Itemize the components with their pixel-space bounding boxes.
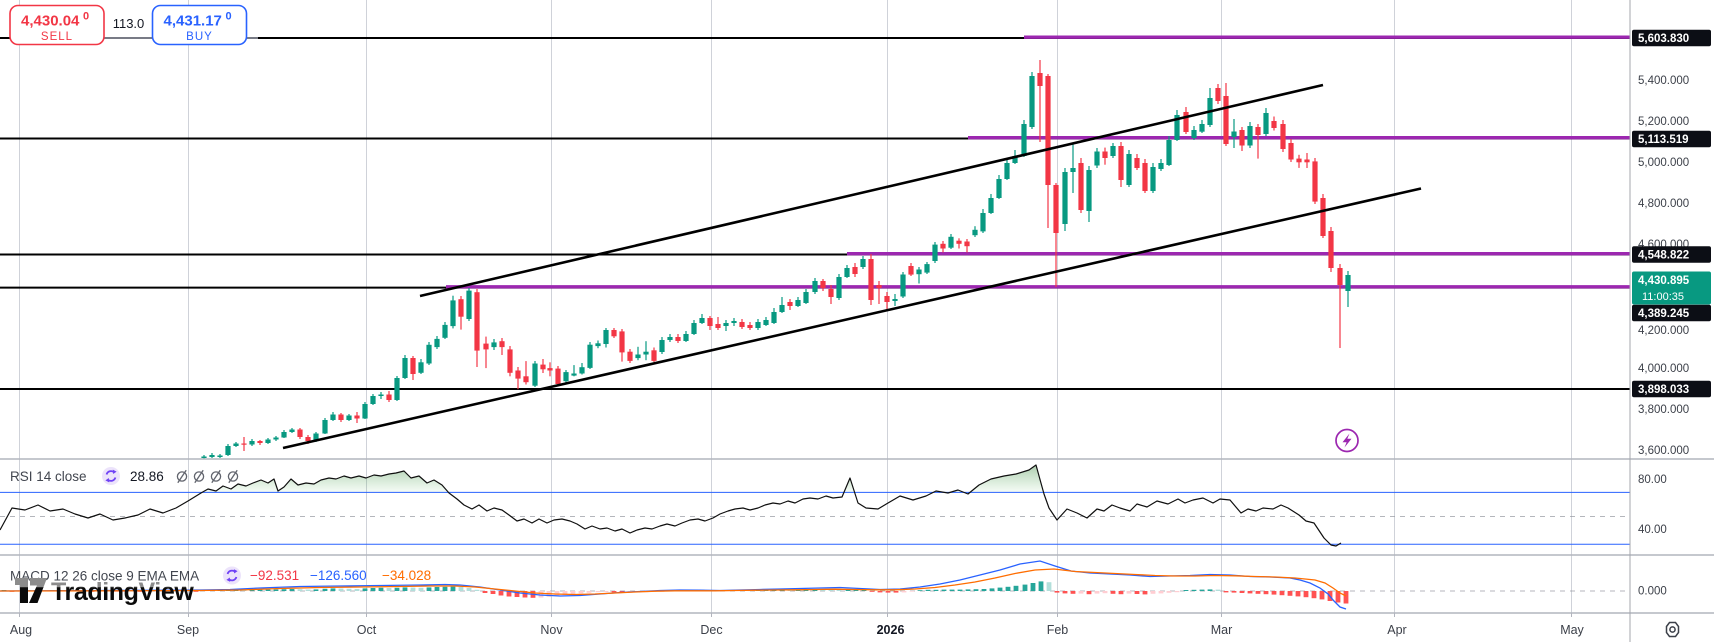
svg-text:0: 0: [226, 11, 232, 23]
svg-text:−34.028: −34.028: [382, 568, 431, 583]
svg-text:Apr: Apr: [1387, 623, 1406, 637]
svg-text:SELL: SELL: [41, 31, 73, 43]
svg-text:−126.560: −126.560: [310, 568, 367, 583]
svg-text:5,200.000: 5,200.000: [1638, 116, 1689, 128]
svg-text:TradingView: TradingView: [51, 578, 194, 606]
svg-text:5,000.000: 5,000.000: [1638, 157, 1689, 169]
svg-text:4,431.17: 4,431.17: [164, 13, 222, 30]
svg-text:Feb: Feb: [1047, 623, 1069, 637]
svg-text:2026: 2026: [877, 623, 905, 637]
svg-text:0: 0: [83, 11, 89, 23]
svg-text:4,200.000: 4,200.000: [1638, 325, 1689, 337]
svg-text:MACD 12 26 close 9 EMA EMA: MACD 12 26 close 9 EMA EMA: [10, 569, 199, 584]
svg-text:RSI 14 close: RSI 14 close: [10, 469, 87, 484]
svg-text:0.000: 0.000: [1638, 586, 1667, 598]
svg-text:113.0: 113.0: [113, 16, 145, 31]
svg-text:Nov: Nov: [540, 623, 563, 637]
svg-text:4,430.895: 4,430.895: [1638, 275, 1690, 287]
svg-text:Sep: Sep: [177, 623, 199, 637]
svg-text:5,113.519: 5,113.519: [1638, 134, 1689, 146]
svg-text:4,389.245: 4,389.245: [1638, 308, 1690, 320]
svg-text:3,600.000: 3,600.000: [1638, 445, 1689, 457]
svg-text:4,430.04: 4,430.04: [21, 13, 80, 30]
svg-text:4,548.822: 4,548.822: [1638, 250, 1689, 262]
svg-text:11:00:35: 11:00:35: [1642, 291, 1684, 303]
svg-text:5,603.830: 5,603.830: [1638, 33, 1689, 45]
svg-text:3,800.000: 3,800.000: [1638, 404, 1689, 416]
svg-text:Oct: Oct: [357, 623, 377, 637]
svg-text:Dec: Dec: [700, 623, 722, 637]
svg-text:Mar: Mar: [1211, 623, 1233, 637]
svg-text:5,400.000: 5,400.000: [1638, 75, 1689, 87]
svg-text:28.86: 28.86: [130, 469, 164, 484]
svg-text:May: May: [1560, 623, 1584, 637]
svg-text:40.00: 40.00: [1638, 524, 1667, 536]
svg-text:Aug: Aug: [10, 623, 32, 637]
svg-text:80.00: 80.00: [1638, 474, 1667, 486]
svg-text:4,000.000: 4,000.000: [1638, 363, 1689, 375]
svg-text:TradingView: TradingView: [51, 578, 194, 606]
svg-text:3,898.033: 3,898.033: [1638, 384, 1689, 396]
svg-text:−92.531: −92.531: [250, 568, 299, 583]
svg-text:4,800.000: 4,800.000: [1638, 198, 1689, 210]
svg-text:BUY: BUY: [186, 31, 213, 43]
